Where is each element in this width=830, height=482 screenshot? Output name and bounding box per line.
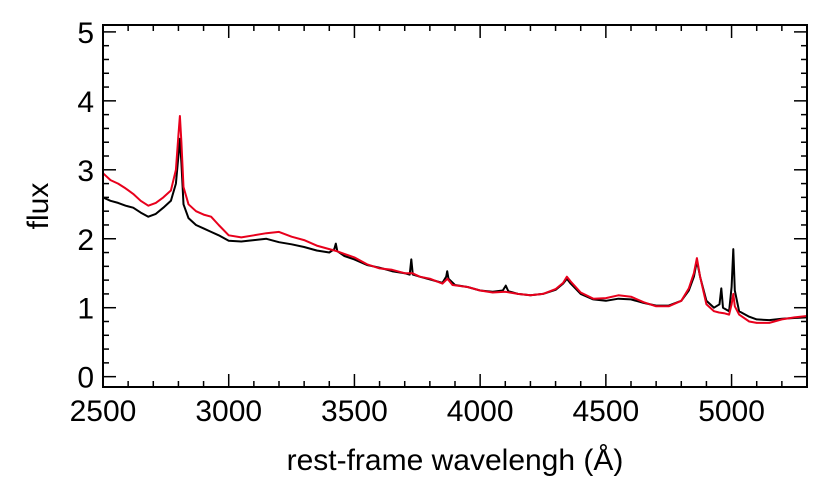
series-layer bbox=[103, 115, 807, 324]
ticks-layer bbox=[102, 25, 808, 387]
y-tick-label: 1 bbox=[77, 293, 94, 326]
x-tick-label: 3500 bbox=[321, 395, 388, 428]
y-tick-label: 3 bbox=[77, 155, 94, 188]
x-tick-label: 3000 bbox=[195, 395, 262, 428]
series-line-2 bbox=[103, 115, 807, 324]
y-tick-label: 0 bbox=[77, 362, 94, 395]
x-tick-label: 2500 bbox=[70, 395, 137, 428]
labels-layer: 2500 3000 3500 4000 4500 5000 0 1 2 3 4 5 bbox=[70, 17, 765, 428]
y-tick-label: 2 bbox=[77, 224, 94, 257]
y-tick-label: 5 bbox=[77, 17, 94, 50]
y-tick-label: 4 bbox=[77, 86, 94, 119]
y-axis-title: flux bbox=[22, 183, 55, 230]
x-tick-label: 4500 bbox=[572, 395, 639, 428]
x-tick-label: 4000 bbox=[447, 395, 514, 428]
x-axis-title: rest-frame wavelengh (Å) bbox=[287, 444, 624, 477]
series-line-1 bbox=[103, 137, 807, 322]
x-tick-label: 5000 bbox=[698, 395, 765, 428]
plot-frame bbox=[102, 24, 808, 388]
